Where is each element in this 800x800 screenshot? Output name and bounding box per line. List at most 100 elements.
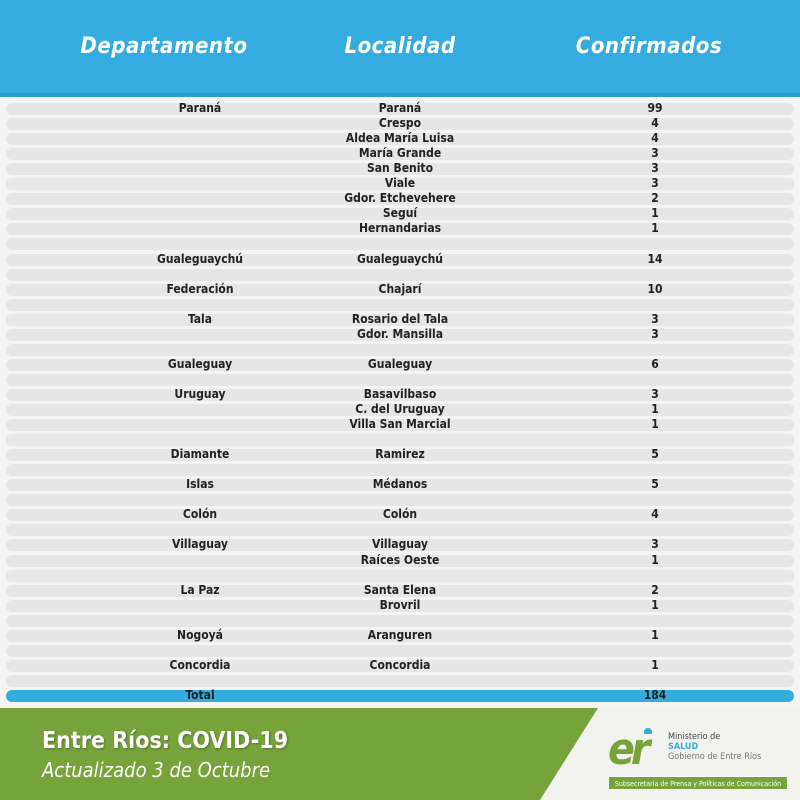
table-row: Villa San Marcial 1 (6, 417, 794, 432)
confirmados-cell: 5 (651, 447, 659, 462)
table-row: La Paz Santa Elena 2 (6, 582, 794, 597)
table-row: Federación Chajarí 10 (6, 281, 794, 296)
table-row (6, 434, 794, 447)
table-row: Aldea María Luisa 4 (6, 131, 794, 146)
confirmados-cell: 3 (651, 146, 659, 161)
confirmados-cell: 1 (651, 402, 659, 416)
localidad-cell: Gualeguay (367, 356, 433, 371)
table-row: San Benito 3 (6, 161, 794, 176)
footer-title: Entre Ríos: COVID-19 (42, 728, 289, 754)
localidad-cell: Santa Elena (363, 582, 437, 597)
localidad-cell: Seguí (382, 206, 418, 221)
confirmados-cell: 99 (647, 101, 663, 115)
localidad-cell: Basavilbaso (363, 386, 437, 401)
confirmados-cell: 10 (647, 281, 663, 296)
departamento-cell: Nogoyá (177, 627, 223, 642)
table-row (6, 373, 794, 386)
departamento-cell: Gualeguaychú (157, 251, 243, 266)
confirmados-cell: 6 (651, 356, 659, 371)
confirmados-cell: 3 (651, 161, 659, 176)
departamento-cell: Colón (182, 507, 218, 522)
confirmados-cell: 1 (651, 657, 659, 672)
departamento-cell: La Paz (180, 582, 220, 597)
table-row: Gdor. Etchevehere 2 (6, 191, 794, 206)
table-row: Paraná Paraná 99 (6, 101, 794, 115)
table-row (6, 644, 794, 657)
table-row: Seguí 1 (6, 206, 794, 221)
localidad-cell: Crespo (378, 116, 422, 131)
table-row (6, 614, 794, 627)
table-row: Villaguay Villaguay 3 (6, 537, 794, 552)
localidad-cell: Gualeguaychú (357, 251, 443, 266)
departamento-cell: Federación (166, 281, 234, 296)
confirmados-cell: 184 (643, 687, 667, 702)
table-row: C. del Uruguay 1 (6, 402, 794, 416)
departamento-cell: Islas (186, 477, 214, 492)
confirmados-cell: 4 (651, 131, 659, 146)
table-row: Gualeguaychú Gualeguaychú 14 (6, 251, 794, 266)
table-row: Brovril 1 (6, 597, 794, 612)
header-localidad: Localidad (344, 34, 456, 59)
localidad-cell: Viale (384, 176, 416, 191)
total-row: Total 184 (6, 687, 794, 702)
logo-line2: SALUD (668, 742, 699, 752)
confirmados-cell: 3 (651, 311, 659, 326)
confirmados-cell: 3 (651, 176, 659, 191)
table-row: Islas Médanos 5 (6, 477, 794, 492)
table-row: María Grande 3 (6, 146, 794, 161)
table-row: Viale 3 (6, 176, 794, 191)
table-row (6, 674, 794, 687)
table-row: Colón Colón 4 (6, 507, 794, 522)
confirmados-cell: 2 (651, 582, 659, 597)
confirmados-cell: 14 (647, 251, 663, 266)
confirmados-cell: 1 (651, 206, 659, 221)
localidad-cell: Gdor. Mansilla (357, 326, 443, 341)
logo-line1: Ministerio de (668, 732, 721, 742)
localidad-cell: Concordia (369, 657, 431, 672)
localidad-cell: Villa San Marcial (349, 417, 451, 432)
localidad-cell: Gdor. Etchevehere (344, 191, 456, 206)
localidad-cell: Colón (382, 507, 418, 522)
localidad-cell: Raíces Oeste (360, 552, 440, 567)
footer-subtitle: Actualizado 3 de Octubre (42, 758, 271, 782)
logo-dot-icon (644, 728, 652, 734)
table-row: Concordia Concordia 1 (6, 657, 794, 672)
table-row: Diamante Ramirez 5 (6, 447, 794, 462)
table-header: Departamento Localidad Confirmados (0, 0, 800, 97)
localidad-cell: María Grande (358, 146, 442, 161)
departamento-cell: Paraná (178, 101, 222, 115)
table-row: Uruguay Basavilbaso 3 (6, 386, 794, 401)
table-row (6, 524, 794, 537)
departamento-cell: Gualeguay (167, 356, 233, 371)
localidad-cell: Paraná (378, 101, 422, 115)
footer: Entre Ríos: COVID-19 Actualizado 3 de Oc… (0, 708, 800, 800)
departamento-cell: Total (185, 687, 215, 702)
confirmados-cell: 5 (651, 477, 659, 492)
table-row (6, 268, 794, 281)
table-row (6, 494, 794, 507)
confirmados-cell: 4 (651, 116, 659, 131)
table-row: Gdor. Mansilla 3 (6, 326, 794, 341)
localidad-cell: Aranguren (367, 627, 433, 642)
table-row (6, 238, 794, 251)
localidad-cell: Rosario del Tala (351, 311, 449, 326)
confirmados-cell: 1 (651, 417, 659, 432)
table-row: Nogoyá Aranguren 1 (6, 627, 794, 642)
table-row: Crespo 4 (6, 116, 794, 131)
logo-band: Subsecretaría de Prensa y Políticas de C… (608, 776, 788, 790)
table-row: Hernandarias 1 (6, 221, 794, 236)
localidad-cell: San Benito (366, 161, 434, 176)
logo-mark: er (608, 724, 650, 775)
confirmados-cell: 4 (651, 507, 659, 522)
departamento-cell: Diamante (170, 447, 230, 462)
localidad-cell: Brovril (379, 597, 421, 612)
table-row (6, 569, 794, 582)
table-row: Raíces Oeste 1 (6, 552, 794, 567)
confirmados-cell: 3 (651, 326, 659, 341)
confirmados-cell: 2 (651, 191, 659, 206)
localidad-cell: Hernandarias (358, 221, 442, 236)
ministry-logo: er Ministerio de SALUD Gobierno de Entre… (608, 724, 788, 792)
confirmados-cell: 1 (651, 552, 659, 567)
table-row (6, 298, 794, 311)
table-row (6, 464, 794, 477)
